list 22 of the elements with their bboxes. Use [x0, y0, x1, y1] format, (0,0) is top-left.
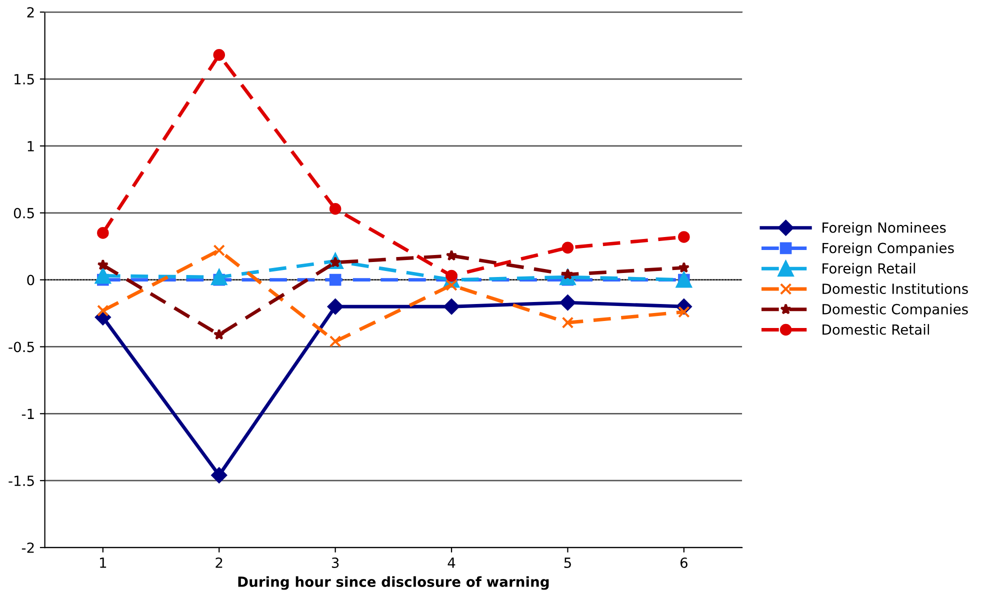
x-tick-label: 6 [680, 557, 688, 568]
x-tick-label: 1 [100, 558, 106, 568]
x-tick-label: 4 [448, 558, 456, 568]
y-tick-label: 1 [28, 141, 34, 152]
legend-label: Foreign Retail [822, 262, 915, 276]
y-tick-label: -1 [22, 408, 34, 419]
legend-label: Foreign Companies [822, 242, 954, 256]
legend-label: Foreign Nominees [822, 222, 946, 236]
y-tick-label: -0.5 [8, 342, 34, 352]
legend-label: Domestic Companies [822, 304, 968, 318]
y-tick-label: 0 [27, 274, 34, 286]
y-tick-label: 1.5 [14, 74, 34, 84]
x-tick-label: 2 [216, 557, 222, 568]
y-tick-label: -2 [22, 542, 34, 553]
x-tick-label: 3 [332, 557, 339, 568]
x-axis-title: During hour since disclosure of warning [238, 576, 549, 590]
legend-label: Domestic Retail [822, 324, 930, 335]
x-tick-label: 5 [564, 558, 571, 568]
legend-label: Domestic Institutions [822, 283, 968, 294]
y-tick-label: 0.5 [14, 208, 34, 218]
y-tick-label: -1.5 [8, 476, 34, 486]
y-tick-label: 2 [27, 7, 34, 18]
